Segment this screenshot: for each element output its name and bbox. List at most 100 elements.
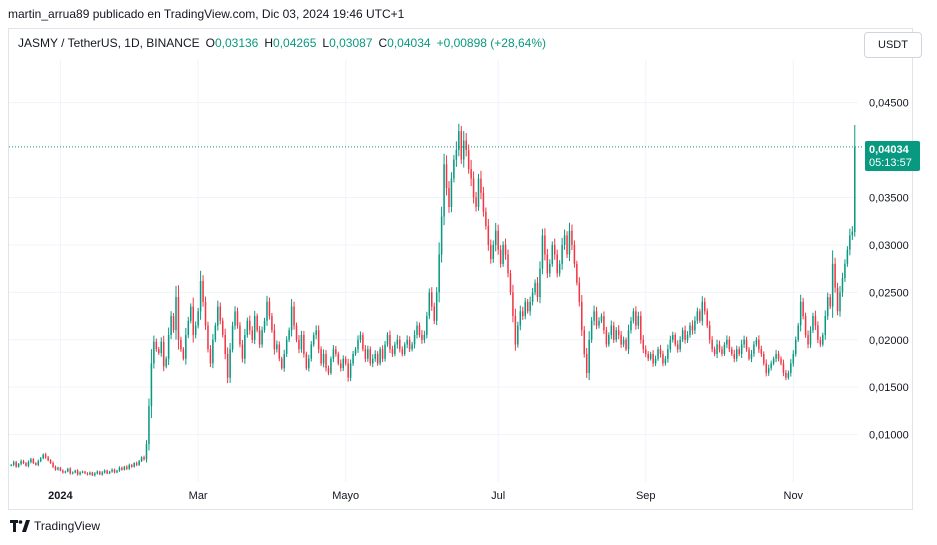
candle-up xyxy=(787,372,790,378)
candle-up xyxy=(438,254,440,293)
candle-up xyxy=(531,292,534,302)
currency-button[interactable]: USDT xyxy=(864,32,922,58)
candle-down xyxy=(804,316,807,336)
candle-up xyxy=(826,297,829,317)
candle-down xyxy=(814,316,817,326)
candle-up xyxy=(81,471,84,473)
candle-down xyxy=(369,349,372,364)
candle-up xyxy=(371,358,374,364)
candle-down xyxy=(728,339,731,350)
candle-up xyxy=(229,349,231,378)
candle-down xyxy=(472,178,475,198)
candle-up xyxy=(443,164,445,217)
candle-down xyxy=(497,230,499,250)
candle-down xyxy=(135,463,138,465)
candle-down xyxy=(295,325,298,340)
candle-down xyxy=(130,464,133,467)
candle-up xyxy=(790,363,792,373)
candle-up xyxy=(27,462,30,466)
candle-up xyxy=(615,330,617,340)
candle-up xyxy=(517,325,519,345)
candle-down xyxy=(401,349,404,354)
candle-down xyxy=(642,339,645,350)
candle-down xyxy=(765,363,767,373)
grid-lines xyxy=(9,60,858,482)
candle-down xyxy=(99,471,101,475)
close-label: C xyxy=(378,36,388,50)
candle-up xyxy=(839,292,841,312)
symbol-title[interactable]: JASMY / TetherUS, 1D, BINANCE xyxy=(18,36,200,50)
candle-up xyxy=(123,466,126,470)
candle-up xyxy=(165,358,167,367)
candle-up xyxy=(622,339,625,345)
candle-up xyxy=(374,353,376,359)
change-value: +0,00898 (+28,64%) xyxy=(436,36,546,50)
candle-down xyxy=(249,320,251,331)
candle-up xyxy=(411,344,413,350)
candle-up xyxy=(288,330,290,340)
candle-down xyxy=(546,254,549,274)
candle-up xyxy=(71,472,74,474)
candle-up xyxy=(770,363,772,369)
candle-down xyxy=(448,188,450,207)
candle-up xyxy=(849,235,851,250)
candle-up xyxy=(630,320,632,331)
candle-up xyxy=(276,344,278,350)
candle-down xyxy=(544,235,546,255)
candle-down xyxy=(143,457,145,460)
candle-up xyxy=(39,458,42,462)
candle-up xyxy=(851,231,854,236)
candle-up xyxy=(253,316,256,340)
candle-up xyxy=(42,454,44,459)
candle-up xyxy=(79,472,81,475)
candle-up xyxy=(775,353,777,359)
candle-up xyxy=(561,244,563,264)
candle-down xyxy=(691,325,694,331)
candle-up xyxy=(94,473,96,476)
candle-up xyxy=(450,178,453,207)
time-axis[interactable]: 2024 Mar Mayo Jul Sep Nov xyxy=(48,490,803,502)
candle-down xyxy=(376,353,379,364)
candle-up xyxy=(679,339,681,350)
candle-down xyxy=(335,349,337,354)
candle-up xyxy=(772,358,775,364)
candle-up xyxy=(563,235,566,245)
candle-up xyxy=(367,349,369,359)
candle-down xyxy=(91,472,94,476)
candle-down xyxy=(556,254,558,274)
candle-up xyxy=(686,335,689,340)
candle-up xyxy=(654,358,657,364)
candle-up xyxy=(462,140,465,160)
candle-up xyxy=(824,316,827,336)
candle-up xyxy=(150,363,153,407)
candle-up xyxy=(435,292,438,321)
candle-up xyxy=(197,311,199,326)
candle-up xyxy=(477,178,480,207)
candle-up xyxy=(743,339,745,345)
candle-down xyxy=(84,471,86,474)
candle-up xyxy=(423,335,426,340)
candle-down xyxy=(280,358,283,369)
candle-down xyxy=(536,282,539,298)
candle-up xyxy=(103,470,106,473)
candle-up xyxy=(148,406,150,445)
candle-down xyxy=(612,325,615,340)
price-axis[interactable]: 0,01000 0,01500 0,02000 0,02500 0,03000 0,035… xyxy=(869,98,909,442)
candle-down xyxy=(69,468,72,474)
candle-up xyxy=(406,339,408,345)
tradingview-footer[interactable]: TradingView xyxy=(10,519,100,533)
candle-up xyxy=(185,335,187,359)
candle-up xyxy=(413,335,416,345)
candle-down xyxy=(347,363,349,378)
candle-down xyxy=(408,339,411,350)
open-label: O xyxy=(205,36,215,50)
candle-up xyxy=(767,368,770,373)
candle-down xyxy=(635,311,637,326)
candle-down xyxy=(340,363,342,369)
candle-down xyxy=(364,349,367,359)
candle-up xyxy=(266,301,268,321)
candle-up xyxy=(12,462,15,465)
candle-up xyxy=(199,280,202,312)
candle-down xyxy=(224,335,226,354)
